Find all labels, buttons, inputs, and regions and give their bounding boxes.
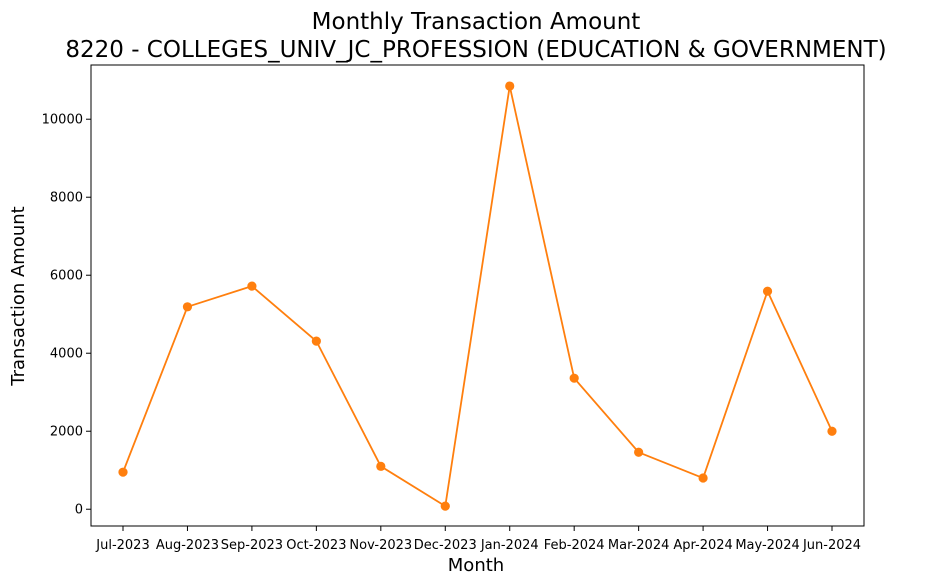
x-tick-label: Apr-2024 [673, 538, 732, 553]
x-tick-label: Nov-2023 [349, 538, 412, 553]
x-tick-label: May-2024 [735, 538, 799, 553]
x-tick-label: Sep-2023 [221, 538, 283, 553]
data-point [311, 336, 321, 346]
x-tick-label: Dec-2023 [414, 538, 477, 553]
x-tick-label: Jun-2024 [802, 538, 861, 553]
data-point [182, 302, 193, 312]
x-tick-label: Oct-2023 [286, 538, 346, 553]
data-point [698, 473, 708, 483]
y-tick-label: 8000 [50, 191, 83, 206]
data-point [118, 467, 128, 477]
data-point [762, 286, 773, 296]
y-tick-label: 6000 [50, 269, 83, 284]
y-tick-label: 0 [75, 503, 83, 518]
plot-area-frame [90, 64, 865, 527]
x-tick-label: Feb-2024 [544, 538, 605, 553]
plot-series [118, 81, 837, 511]
data-point [634, 447, 644, 457]
y-tick-label: 2000 [50, 425, 83, 440]
x-axis-ticks: Jul-2023 Aug-2023 Sep-2023 Oct-2023 Nov-2023… [95, 526, 861, 553]
data-point [827, 426, 837, 436]
chart-title: Monthly Transaction Amount [312, 9, 641, 35]
x-axis-label: Month [448, 555, 504, 576]
y-tick-label: 10000 [42, 113, 83, 128]
y-tick-label: 4000 [50, 347, 83, 362]
x-tick-label: Mar-2024 [608, 538, 669, 553]
data-point [569, 373, 579, 383]
series-line [122, 85, 833, 508]
data-point [440, 501, 450, 511]
x-tick-label: Aug-2023 [156, 538, 219, 553]
chart-subtitle: 8220 - COLLEGES_UNIV_JC_PROFESSION (EDUC… [65, 37, 886, 63]
y-axis-ticks: 0 2000 4000 6000 8000 10000 [42, 113, 91, 518]
data-point [376, 461, 386, 471]
data-point [505, 81, 515, 91]
x-tick-label: Jan-2024 [480, 538, 539, 553]
x-tick-label: Jul-2023 [95, 538, 149, 553]
y-axis-label: Transaction Amount [8, 206, 29, 386]
data-point [247, 281, 257, 291]
